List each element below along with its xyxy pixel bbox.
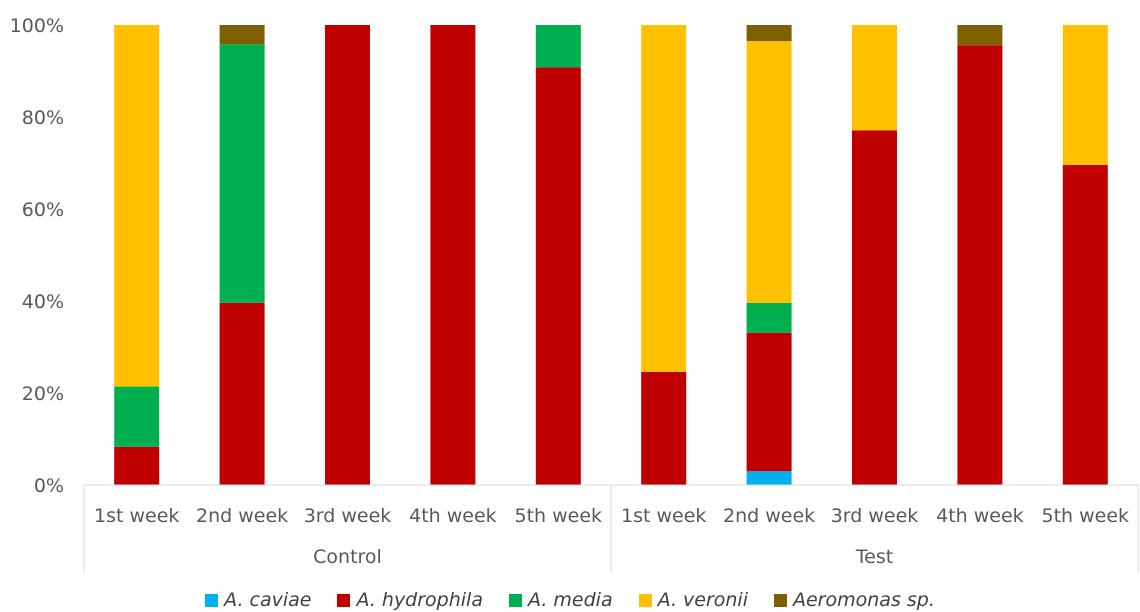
bars	[114, 25, 1108, 486]
bar-segment	[746, 332, 792, 472]
bar-segment	[641, 25, 687, 372]
legend-label: A. caviae	[224, 589, 312, 611]
bar-segment	[1062, 164, 1108, 485]
y-tick-label: 40%	[22, 291, 64, 313]
bar-segment	[852, 25, 897, 131]
bar-segment	[325, 25, 370, 485]
bar-segment	[641, 371, 687, 485]
legend-label: A. media	[527, 589, 613, 611]
legend-swatch	[205, 593, 219, 607]
legend-label: Aeromonas sp.	[793, 589, 935, 611]
y-tick-label: 20%	[22, 383, 64, 405]
bar-segment	[219, 44, 265, 303]
bar-segment	[114, 386, 160, 447]
y-tick-label: 60%	[22, 199, 64, 221]
x-tick-label: 5th week	[515, 505, 603, 527]
bar-segment	[746, 25, 792, 42]
bar-segment	[219, 25, 265, 45]
bar-segment	[219, 302, 265, 485]
y-axis: 0% 20% 40% 60% 80% 100%	[10, 15, 64, 497]
bar-segment	[114, 25, 160, 387]
x-tick-label: 2nd week	[196, 505, 288, 527]
x-tick-label: 5th week	[1042, 505, 1130, 527]
legend-label: A. hydrophila	[356, 589, 483, 611]
legend-item: A. hydrophila	[337, 589, 483, 611]
bar-segment	[1062, 25, 1108, 165]
bar-segment	[535, 25, 581, 68]
legend-label: A. veronii	[657, 589, 748, 611]
y-tick-label: 80%	[22, 107, 64, 129]
y-tick-label: 0%	[34, 475, 64, 497]
legend-item: Aeromonas sp.	[774, 589, 935, 611]
bar-segment	[746, 302, 792, 333]
bar-segment	[957, 25, 1003, 46]
x-tick-label: 1st week	[94, 505, 179, 527]
bar-segment	[430, 25, 476, 485]
bar-segment	[114, 446, 160, 485]
group-label: Control	[313, 546, 382, 568]
legend-item: A. caviae	[205, 589, 311, 611]
legend-swatch	[508, 593, 522, 607]
legend-item: A. veronii	[638, 589, 748, 611]
x-tick-label: 3rd week	[304, 505, 392, 527]
bar-segment	[746, 471, 792, 485]
bar-segment	[852, 130, 897, 485]
group-label: Test	[855, 546, 893, 568]
x-tick-label: 4th week	[936, 505, 1024, 527]
bar-segment	[957, 45, 1003, 486]
bar-segment	[535, 67, 581, 485]
x-tick-label: 2nd week	[723, 505, 815, 527]
x-axis: 1st week 2nd week 3rd week 4th week 5th week…	[83, 484, 1139, 572]
legend-swatch	[638, 593, 652, 607]
legend-swatch	[337, 593, 351, 607]
x-tick-label: 4th week	[409, 505, 497, 527]
legend: A. caviae A. hydrophila A. media A. veronii…	[0, 588, 1140, 612]
bar-segment	[746, 41, 792, 303]
y-tick-label: 100%	[10, 15, 64, 37]
legend-item: A. media	[508, 589, 613, 611]
legend-swatch	[774, 593, 787, 607]
x-tick-label: 1st week	[621, 505, 706, 527]
stacked-bar-chart: 0% 20% 40% 60% 80% 100% 1st week 2nd week 3rd w…	[10, 15, 1139, 572]
x-tick-label: 3rd week	[831, 505, 919, 527]
